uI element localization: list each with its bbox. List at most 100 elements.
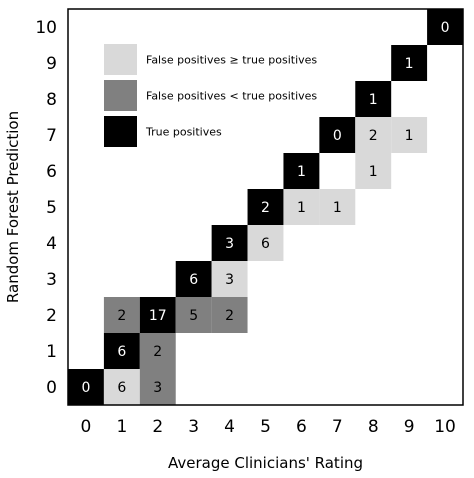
- y-tick-label: 9: [46, 54, 57, 74]
- legend-swatch: [104, 80, 137, 111]
- x-tick-label: 9: [404, 417, 415, 437]
- cell-value-label: 6: [189, 272, 198, 288]
- heatmap-cell: 1: [391, 117, 428, 153]
- y-tick-label: 1: [46, 342, 57, 362]
- heatmap-cell-rect: [103, 297, 140, 333]
- cell-value-label: 2: [225, 308, 234, 324]
- cell-value-label: 6: [261, 236, 270, 252]
- cell-value-label: 1: [405, 128, 414, 144]
- cell-value-label: 1: [369, 92, 378, 108]
- heatmap-cell-rect: [283, 153, 320, 189]
- heatmap-cell-rect: [103, 369, 140, 405]
- cell-value-label: 0: [333, 128, 342, 144]
- cell-value-label: 3: [153, 380, 162, 396]
- heatmap-cell-rect: [139, 333, 176, 369]
- cell-value-label: 17: [149, 308, 167, 324]
- heatmap-cell: 0: [319, 117, 356, 153]
- x-tick-label: 1: [116, 417, 127, 437]
- heatmap-cell-rect: [427, 9, 463, 45]
- heatmap-cell: 0: [427, 9, 463, 45]
- y-tick-label: 0: [46, 378, 57, 398]
- x-tick-label: 5: [260, 417, 271, 437]
- cell-value-label: 2: [261, 200, 270, 216]
- legend-swatch: [104, 44, 137, 75]
- plot-frame: [67, 8, 464, 406]
- legend: False positives ≥ true positives False po…: [104, 44, 317, 147]
- heatmap-cell-rect: [139, 297, 176, 333]
- heatmap-cell-rect: [68, 369, 104, 405]
- heatmap-cell: 3: [139, 369, 176, 405]
- heatmap-cell: 6: [103, 333, 140, 369]
- cell-value-label: 3: [225, 272, 234, 288]
- heatmap-cell-rect: [319, 189, 356, 225]
- legend-item: True positives: [104, 116, 222, 147]
- heatmap-cell: 2: [355, 117, 392, 153]
- heatmap-cell-rect: [391, 117, 428, 153]
- legend-label: True positives: [145, 126, 222, 139]
- heatmap-cell-rect: [211, 225, 248, 261]
- cell-value-label: 0: [441, 20, 450, 36]
- cell-value-label: 2: [369, 128, 378, 144]
- x-tick-label: 6: [296, 417, 307, 437]
- x-tick-label: 8: [368, 417, 379, 437]
- cell-value-label: 1: [297, 200, 306, 216]
- heatmap-cell-rect: [355, 153, 392, 189]
- heatmap-cell: 2: [139, 333, 176, 369]
- heatmap-cell: 6: [175, 261, 212, 297]
- heatmap-cell-rect: [175, 297, 212, 333]
- x-axis-title: Average Clinicians' Rating: [168, 454, 363, 472]
- cell-value-label: 5: [189, 308, 198, 324]
- heatmap-cell: 6: [103, 369, 140, 405]
- legend-item: False positives ≥ true positives: [104, 44, 317, 75]
- heatmap-cell: 1: [283, 189, 320, 225]
- x-tick-label: 0: [81, 417, 92, 437]
- cell-value-label: 1: [369, 164, 378, 180]
- heatmap-cell: 17: [139, 297, 176, 333]
- heatmap-cell-rect: [319, 117, 356, 153]
- x-tick-label: 7: [332, 417, 343, 437]
- cell-value-label: 3: [225, 236, 234, 252]
- y-tick-label: 10: [35, 18, 57, 38]
- legend-item: False positives < true positives: [104, 80, 317, 111]
- heatmap-cell: 1: [283, 153, 320, 189]
- heatmap-cell: 1: [355, 153, 392, 189]
- heatmap-cell: 5: [175, 297, 212, 333]
- y-tick-label: 5: [46, 198, 57, 218]
- cell-value-label: 2: [153, 344, 162, 360]
- heatmap-cell-rect: [283, 189, 320, 225]
- legend-swatch: [104, 116, 137, 147]
- heatmap-cell-rect: [103, 333, 140, 369]
- x-tick-label: 4: [224, 417, 235, 437]
- cell-value-label: 1: [333, 200, 342, 216]
- heatmap-cell: 0: [68, 369, 104, 405]
- y-tick-label: 8: [46, 90, 57, 110]
- heatmap-cell: 2: [247, 189, 284, 225]
- x-tick-label: 10: [434, 417, 456, 437]
- heatmap-cell: 1: [319, 189, 356, 225]
- heatmap-cell-rect: [355, 81, 392, 117]
- heatmap-cell-rect: [355, 117, 392, 153]
- cell-value-label: 0: [81, 380, 90, 396]
- y-tick-label: 4: [46, 234, 57, 254]
- heatmap-cell: 2: [211, 297, 248, 333]
- cell-value-label: 1: [297, 164, 306, 180]
- y-axis-title: Random Forest Prediction: [4, 111, 22, 303]
- heatmap-cell-rect: [139, 369, 176, 405]
- cell-value-label: 2: [117, 308, 126, 324]
- heatmap-cells: 0 6 3 6 2 2 17 5 2 6 3 3 6 2 1 1 1 1 0 2 1 1 1 0: [68, 9, 463, 405]
- heatmap-cell: 6: [247, 225, 284, 261]
- heatmap-cell-rect: [247, 225, 284, 261]
- heatmap-cell-rect: [211, 261, 248, 297]
- x-tick-label: 3: [188, 417, 199, 437]
- heatmap-cell-rect: [175, 261, 212, 297]
- heatmap-cell: 1: [391, 45, 428, 81]
- y-tick-label: 7: [46, 126, 57, 146]
- heatmap-cell-rect: [247, 189, 284, 225]
- y-tick-label: 6: [46, 162, 57, 182]
- heatmap-cell: 3: [211, 261, 248, 297]
- cell-value-label: 6: [117, 344, 126, 360]
- y-tick-label: 3: [46, 270, 57, 290]
- heatmap-cell-rect: [211, 297, 248, 333]
